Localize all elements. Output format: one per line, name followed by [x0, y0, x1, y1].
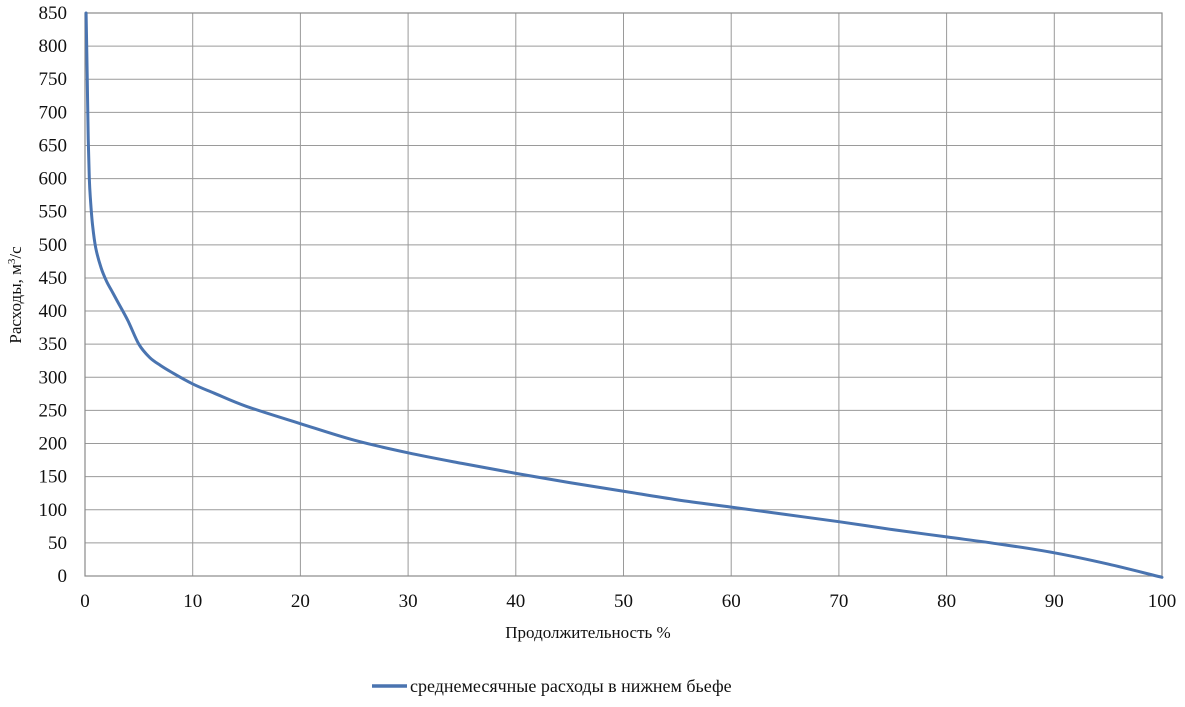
y-tick-label: 800: [39, 36, 68, 57]
y-tick-label: 300: [39, 367, 68, 388]
y-axis-ticks: 0 50 100 150 200 250 300 350 400 450 500 550 600 650 7…: [39, 3, 68, 587]
x-tick-label: 40: [506, 591, 525, 612]
x-tick-label: 20: [291, 591, 310, 612]
y-tick-label: 350: [39, 334, 68, 355]
x-axis-ticks: 0 10 20 30 40 50 60 70 80 90 100: [80, 591, 1176, 612]
y-tick-label: 700: [39, 102, 68, 123]
x-tick-label: 100: [1148, 591, 1177, 612]
y-tick-label: 500: [39, 235, 68, 256]
plot-frame: [84, 12, 1163, 577]
y-tick-label: 550: [39, 202, 68, 223]
x-tick-label: 60: [722, 591, 741, 612]
x-tick-label: 50: [614, 591, 633, 612]
x-axis-title: Продолжительность %: [505, 623, 670, 642]
x-tick-label: 90: [1045, 591, 1064, 612]
y-tick-label: 750: [39, 69, 68, 90]
y-axis-title: Расходы, м3/с: [6, 246, 25, 344]
y-axis-title-main: Расходы, м: [6, 264, 25, 344]
y-axis-title-sup: 3: [6, 258, 18, 264]
y-tick-label: 850: [39, 3, 68, 24]
x-tick-label: 70: [829, 591, 848, 612]
y-tick-label: 150: [39, 467, 68, 488]
y-tick-label: 50: [48, 533, 67, 554]
series-group: [84, 11, 1164, 579]
y-tick-label: 250: [39, 400, 68, 421]
y-tick-label: 100: [39, 500, 68, 521]
x-tick-label: 80: [937, 591, 956, 612]
y-tick-label: 200: [39, 434, 68, 455]
y-tick-label: 0: [58, 566, 68, 587]
y-tick-label: 400: [39, 301, 68, 322]
legend: среднемесячные расходы в нижнем бьефе: [372, 676, 732, 696]
legend-label: среднемесячные расходы в нижнем бьефе: [410, 676, 732, 696]
x-tick-label: 0: [80, 591, 90, 612]
y-tick-label: 450: [39, 268, 68, 289]
y-tick-label: 600: [39, 169, 68, 190]
series-line: [84, 11, 1164, 579]
y-axis-title-tail: /с: [6, 246, 25, 259]
y-tick-label: 650: [39, 135, 68, 156]
x-tick-label: 10: [183, 591, 202, 612]
x-tick-label: 30: [399, 591, 418, 612]
